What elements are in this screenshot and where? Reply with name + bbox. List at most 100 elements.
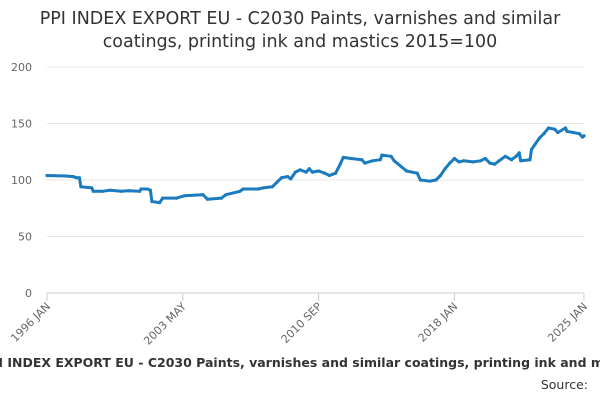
data-point [553,127,557,131]
data-point [479,159,483,163]
data-point [571,130,575,135]
data-point [443,167,447,171]
grid-lines [47,66,584,237]
data-point [488,161,492,165]
data-point [418,178,422,182]
x-axis: 1996 JAN 2003 MAY 2010 SEP 2018 JAN 2025 JAN [8,292,590,348]
data-point [533,143,537,147]
data-point [457,160,461,164]
source-label: Source: [540,377,588,392]
data-point [497,159,501,163]
data-point [537,136,541,140]
data-point [317,169,321,173]
data-point [483,156,487,161]
data-point [241,187,245,191]
data-point [286,175,290,179]
data-point [74,176,78,180]
y-tick-label: 150 [11,118,32,131]
data-point [298,168,302,172]
data-point [205,197,210,201]
data-point [517,151,521,155]
data-point [556,130,560,135]
data-point [519,159,523,163]
data-point [138,189,142,193]
data-point [238,189,242,193]
data-point [256,187,260,191]
data-point [71,175,75,179]
data-point [90,186,94,190]
chart-title: PPI INDEX EXPORT EU - C2030 Paints, varn… [39,9,561,52]
data-point [101,189,105,193]
data-point [492,162,497,166]
data-point [371,159,375,163]
data-point [182,194,186,198]
data-point [341,155,345,159]
data-point [528,158,532,162]
data-point [108,188,112,192]
data-point [360,158,364,162]
data-point [127,189,131,193]
data-point [428,179,432,183]
series-group [45,126,586,205]
x-tick-label: 2025 JAN [545,300,590,345]
data-point [389,154,393,158]
data-point [471,160,475,164]
data-point [91,189,95,193]
data-point [307,167,311,171]
data-point [509,158,514,162]
y-tick-label: 0 [25,287,32,300]
x-tick-label: 2003 MAY [141,300,189,348]
data-point [462,159,466,163]
data-point [565,129,569,133]
data-point [158,201,162,205]
data-point [289,177,293,181]
data-point [438,173,443,178]
legend[interactable]: PPI INDEX EXPORT EU - C2030 Paints, varn… [0,355,600,370]
x-tick-label: 2010 SEP [279,300,325,346]
y-tick-label: 100 [11,174,32,187]
data-point [542,132,546,136]
x-tick-label: 1996 JAN [8,300,53,345]
data-point [582,134,586,138]
data-point [452,156,456,161]
data-point [363,161,367,165]
data-point [338,162,342,166]
data-point [448,161,452,165]
data-point [145,187,149,191]
data-point [334,171,338,175]
data-point [577,132,582,136]
data-point [175,196,179,200]
data-point [224,193,228,197]
data-point [349,156,353,161]
data-point [546,126,551,130]
data-point [392,159,396,163]
data-point [327,173,331,178]
data-point [270,185,274,189]
data-point [304,170,308,174]
data-point [119,189,123,193]
data-point [45,173,49,178]
data-point [529,147,534,152]
data-point [380,153,384,157]
y-tick-label: 50 [18,231,32,244]
data-point [77,176,81,180]
data-point [280,176,284,180]
data-point [293,170,297,174]
data-point [323,171,327,175]
data-point [150,199,154,204]
data-point [404,169,409,173]
x-tick-label: 2018 JAN [416,300,461,345]
data-point [275,180,279,184]
legend-item-label[interactable]: PPI INDEX EXPORT EU - C2030 Paints, varn… [0,355,600,370]
data-point [310,170,314,174]
data-point [563,126,568,130]
data-point [434,178,438,182]
data-point [261,186,265,190]
data-point [415,171,419,175]
data-point [201,193,205,197]
data-point [514,154,518,158]
data-point [219,196,223,200]
data-point [139,187,143,191]
data-point [503,154,507,158]
